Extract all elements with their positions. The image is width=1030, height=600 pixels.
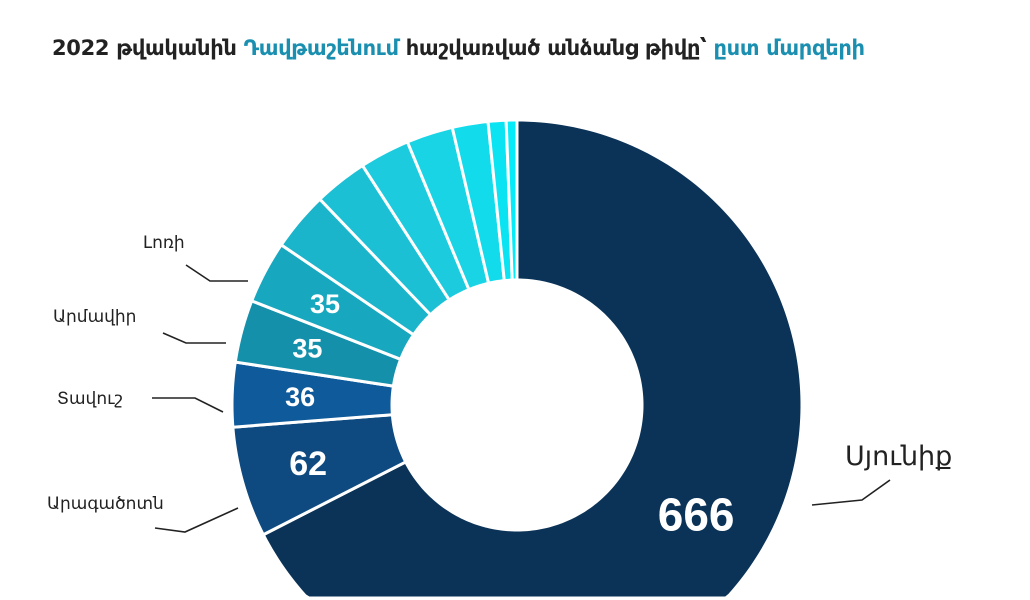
value-label-Տավուշ: 36 [285, 382, 315, 412]
slices [230, 118, 804, 600]
category-labels [152, 264, 891, 533]
chart-title: 2022 թվականին Դավթաշենում հաշվառված անձա… [52, 34, 982, 62]
title-highlight-by-region: ըստ մարզերի [713, 36, 865, 60]
category-label-lori: Լոռի [143, 233, 185, 253]
category-label-aragatsotn: Արագածոտն [47, 494, 164, 514]
leader-line-aragatsotn [154, 507, 239, 533]
value-labels: 666 62 36 35 35 [285, 289, 734, 541]
title-part2: հաշվառված անձանց թիվը՝ [398, 36, 714, 60]
leader-line-syunik [811, 479, 891, 506]
value-label-Արմավիր: 35 [292, 334, 322, 364]
leader-line-lori [185, 264, 248, 282]
title-part1: 2022 թվականին [52, 36, 244, 60]
value-label-Լոռի: 35 [310, 289, 340, 319]
title-highlight-davtashen: Դավթաշենում [243, 36, 399, 60]
leader-line-tavush [152, 397, 224, 413]
slice-unlabeled-11 [504, 118, 519, 282]
value-label-Արագածոտն: 62 [289, 445, 327, 483]
value-label-Սյունիք: 666 [658, 489, 735, 541]
category-label-tavush: Տավուշ [57, 389, 123, 409]
category-label-armavir: Արմավիր [53, 307, 136, 327]
leader-line-armavir [162, 332, 226, 344]
category-label-syunik: Սյունիք [845, 441, 952, 472]
